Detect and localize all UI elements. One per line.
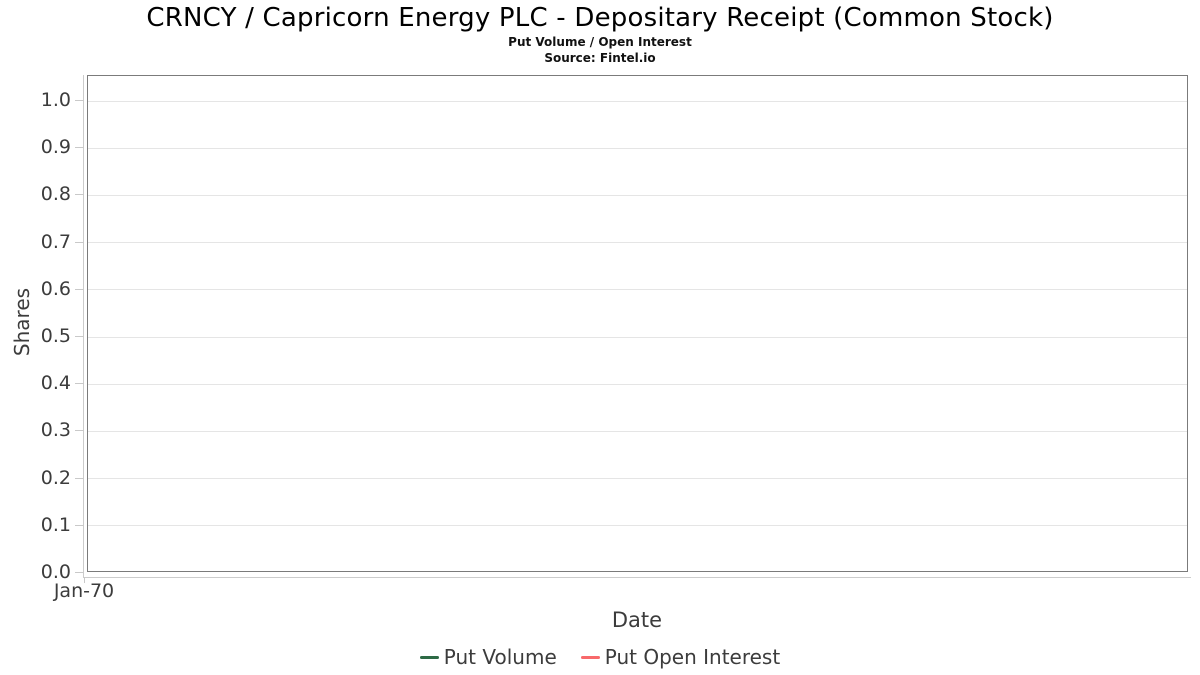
x-tick-label: Jan-70 — [53, 580, 115, 602]
y-axis-line — [83, 75, 84, 578]
y-tick-mark — [75, 430, 84, 432]
y-tick-mark — [75, 241, 84, 243]
legend-item: Put Open Interest — [580, 645, 781, 669]
x-tick-mark — [84, 577, 85, 583]
chart-source: Source: Fintel.io — [544, 51, 656, 65]
y-tick-mark — [75, 288, 84, 290]
gridline — [88, 289, 1187, 291]
legend-marker — [580, 655, 600, 659]
y-tick-mark — [75, 383, 84, 385]
y-tick-mark — [75, 572, 84, 573]
y-tick-label: 1.0 — [40, 89, 71, 111]
chart-subtitle: Put Volume / Open Interest — [508, 35, 692, 49]
y-tick-mark — [75, 194, 84, 196]
gridline — [88, 100, 1187, 102]
y-tick-label: 0.6 — [40, 277, 71, 300]
legend: Put Volume Put Open Interest — [0, 645, 1200, 669]
plot-area — [87, 75, 1188, 572]
y-tick-label: 0.2 — [40, 466, 71, 489]
y-tick-label: 0.7 — [40, 230, 71, 253]
y-tick-label: 0.4 — [40, 372, 71, 395]
y-tick-label: 0.3 — [40, 419, 71, 442]
legend-item: Put Volume — [419, 645, 557, 669]
y-tick-label: 0.0 — [40, 561, 71, 583]
y-tick-label: 0.5 — [40, 325, 71, 347]
legend-label: Put Open Interest — [604, 645, 781, 669]
gridline — [88, 194, 1187, 196]
y-tick-label: 0.1 — [40, 513, 71, 536]
y-tick-mark — [75, 477, 84, 479]
y-tick-mark — [75, 524, 84, 526]
gridline — [88, 430, 1187, 432]
gridline — [88, 478, 1187, 480]
x-axis-title: Date — [611, 608, 663, 632]
gridline — [88, 147, 1187, 149]
gridline — [88, 336, 1187, 338]
y-tick-label: 0.8 — [40, 183, 71, 206]
x-axis-line — [83, 577, 1191, 578]
y-tick-label: 0.9 — [40, 136, 71, 159]
y-tick-mark — [75, 336, 84, 337]
legend-label: Put Volume — [443, 645, 557, 669]
gridline — [88, 242, 1187, 244]
gridline — [88, 525, 1187, 527]
y-tick-mark — [75, 147, 84, 149]
y-tick-mark — [75, 100, 84, 101]
legend-marker — [419, 655, 439, 659]
chart-title: CRNCY / Capricorn Energy PLC - Depositar… — [146, 3, 1054, 33]
gridline — [88, 383, 1187, 385]
